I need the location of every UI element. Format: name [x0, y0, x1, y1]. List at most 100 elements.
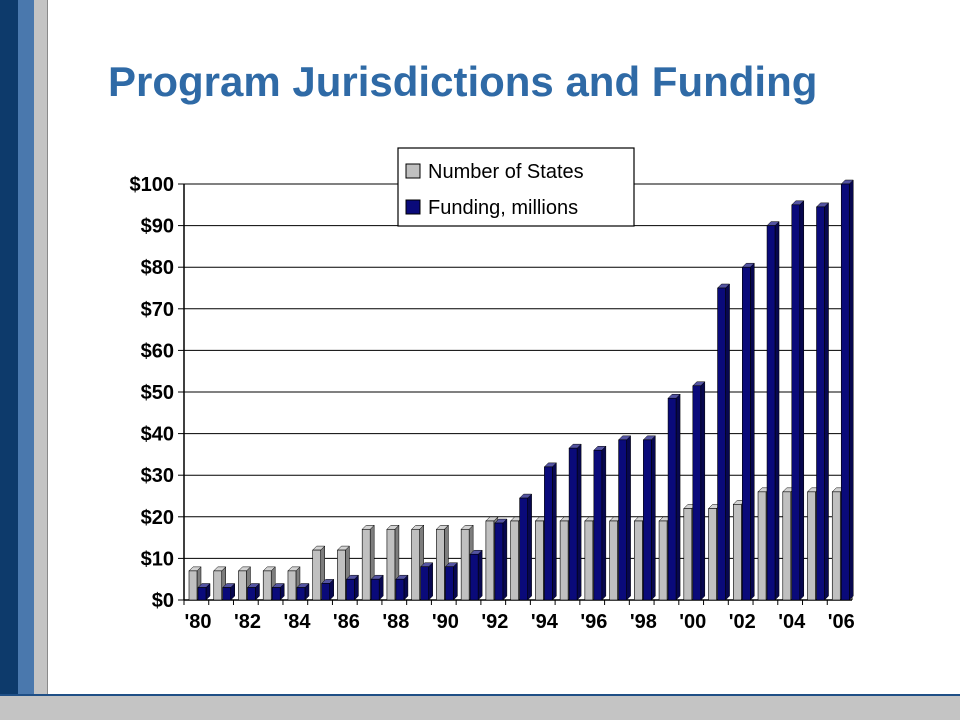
bar-front [618, 439, 627, 601]
legend: Number of States Funding, millions [397, 147, 635, 227]
bar-front [262, 570, 272, 601]
bar-side [849, 179, 854, 601]
bar-front [238, 570, 247, 601]
bar-front [609, 520, 618, 601]
x-tick-label: '96 [580, 611, 607, 633]
bar-front [831, 491, 841, 601]
bar-funding-millions [370, 574, 384, 601]
bar-side [552, 462, 557, 601]
y-tick-label: $10 [141, 548, 174, 570]
bar-front [535, 520, 544, 601]
legend-swatch-states [405, 163, 421, 179]
bar-funding-millions [840, 179, 854, 601]
left-accent-bar-light [34, 0, 48, 720]
bar-front [519, 497, 528, 601]
bar-side [502, 518, 508, 601]
legend-label-funding: Funding, millions [428, 197, 578, 219]
y-tick-label: $100 [130, 174, 175, 196]
bar-front [593, 449, 603, 601]
bar-front [436, 528, 445, 601]
bar-funding-millions [222, 582, 236, 601]
x-tick-label: '04 [778, 611, 806, 633]
bar-front [337, 549, 346, 601]
bar-front [485, 520, 495, 601]
bar-side [527, 493, 532, 601]
bar-funding-millions [420, 562, 434, 601]
bar-front [757, 491, 767, 601]
y-tick-label: $40 [141, 424, 174, 446]
bar-funding-millions [345, 574, 360, 601]
bar-front [197, 587, 207, 601]
bar-front [791, 204, 801, 601]
y-tick-label: $70 [141, 299, 174, 321]
bar-front [584, 520, 594, 601]
bar-side [824, 202, 829, 601]
bar-front [683, 508, 693, 601]
x-tick-label: '92 [481, 611, 508, 633]
tick-labels: $0 $10 $20 $30 $40 $50 $60 $70 $80 $90 $100 '80 '82 '… [130, 174, 855, 633]
bottom-footer-bar [0, 694, 960, 720]
bar-front [321, 583, 331, 601]
bar-front [370, 578, 380, 601]
bar-front [816, 206, 825, 601]
bar-front [667, 397, 677, 601]
bar-side [576, 443, 582, 601]
bar-front [544, 466, 553, 601]
bar-side [626, 435, 631, 601]
legend-label-states: Number of States [428, 161, 584, 183]
x-tick-label: '80 [184, 611, 211, 633]
x-tick-label: '88 [382, 611, 409, 633]
bars [188, 179, 854, 601]
x-tick-label: '94 [531, 611, 559, 633]
x-tick-label: '84 [283, 611, 311, 633]
x-tick-label: '90 [432, 611, 459, 633]
bar-front [510, 520, 519, 601]
bar-front [559, 520, 569, 601]
bar-front [766, 225, 776, 601]
bar-side [601, 445, 607, 601]
bar-front [732, 504, 742, 601]
bar-funding-millions [692, 381, 706, 601]
bar-front [213, 570, 223, 601]
bar-side [799, 200, 805, 601]
bar-front [346, 578, 355, 601]
bar-front [807, 491, 816, 601]
y-tick-label: $50 [141, 382, 174, 404]
bar-front [222, 587, 232, 601]
bar-front [287, 570, 297, 601]
bar-front [188, 570, 198, 601]
bar-front [634, 520, 643, 601]
bar-funding-millions [494, 518, 508, 601]
bar-front [658, 520, 668, 601]
bar-front [420, 566, 429, 601]
bar-side [750, 262, 755, 601]
x-tick-label: '86 [333, 611, 360, 633]
x-tick-label: '02 [729, 611, 756, 633]
bar-front [568, 447, 578, 601]
bar-side [774, 220, 780, 601]
y-tick-label: $30 [141, 465, 174, 487]
left-accent-bar-mid [18, 0, 34, 720]
left-accent-bar-dark [0, 0, 18, 720]
bar-funding-millions [791, 200, 805, 601]
legend-swatch-funding [405, 199, 421, 215]
bar-funding-millions [444, 562, 459, 601]
bar-front [494, 522, 504, 601]
bar-funding-millions [296, 582, 310, 601]
x-tick-label: '82 [234, 611, 261, 633]
bar-funding-millions [815, 202, 830, 601]
bar-front [247, 587, 256, 601]
bar-funding-millions [667, 393, 681, 601]
y-tick-label: $90 [141, 216, 174, 238]
bar-front [460, 528, 470, 601]
bar-funding-millions [271, 582, 285, 601]
bar-front [692, 385, 702, 601]
bar-front [840, 183, 850, 601]
bar-front [469, 553, 479, 601]
slide-title: Program Jurisdictions and Funding [108, 58, 818, 105]
bar-front [782, 491, 792, 601]
bar-funding-millions [716, 283, 731, 601]
bar-front [296, 587, 306, 601]
bar-side [477, 549, 483, 601]
